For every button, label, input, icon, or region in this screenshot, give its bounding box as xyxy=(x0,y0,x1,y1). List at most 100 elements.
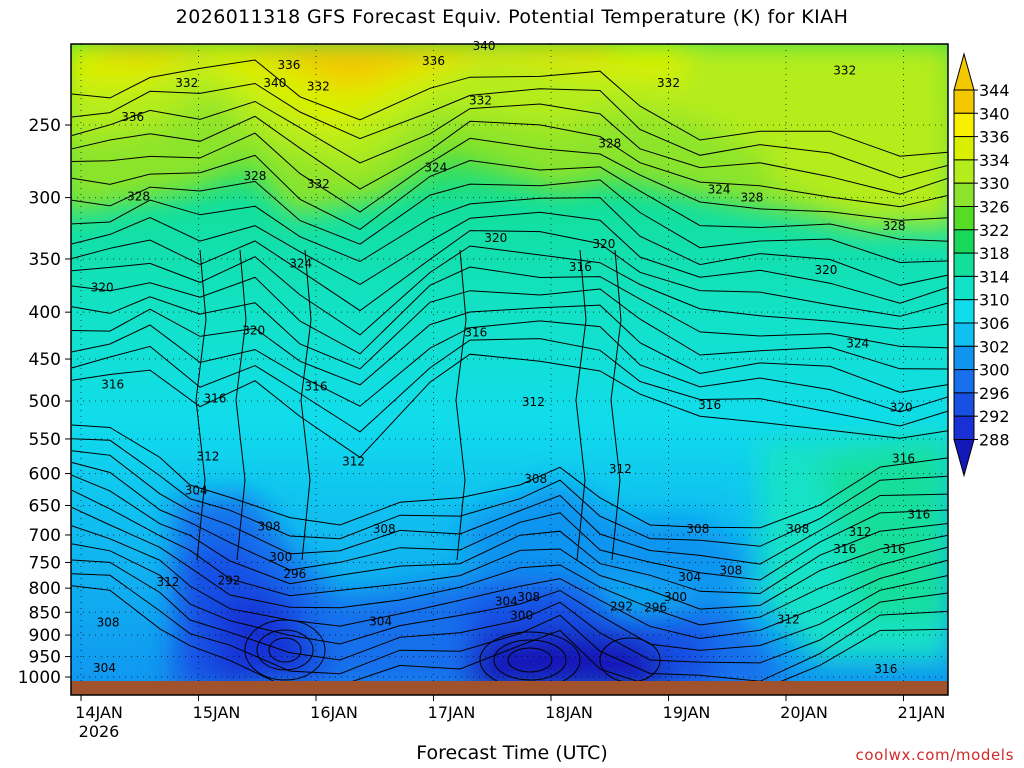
contour-closed-5 xyxy=(507,647,553,673)
y-tick-label: 700 xyxy=(29,526,61,546)
contour-lower-6 xyxy=(71,507,948,626)
contour-lower-7 xyxy=(71,525,948,640)
contour-vertical-3 xyxy=(455,249,467,561)
x-tick-label: 17JAN xyxy=(428,703,476,722)
contour-vertical-4 xyxy=(575,249,587,561)
contour-label: 316 xyxy=(203,392,226,406)
colorbar-swatch xyxy=(953,229,975,254)
contour-label: 324 xyxy=(289,257,312,271)
colorbar-label: 310 xyxy=(979,291,1010,310)
contour-lower-0 xyxy=(71,424,948,529)
colorbar-swatch xyxy=(953,89,975,114)
x-tick-label: 21JAN xyxy=(898,703,946,722)
colorbar-swatch xyxy=(953,159,975,184)
contour-label: 328 xyxy=(127,189,150,203)
colorbar-swatch xyxy=(953,112,975,138)
x-axis: 14JAN 15JAN 16JAN 17JAN 18JAN 19JAN 20JAN 21JAN… xyxy=(75,695,945,741)
y-tick-label: 850 xyxy=(29,603,61,623)
contour-label: 316 xyxy=(833,542,856,556)
contour-label: 308 xyxy=(517,590,540,604)
x-tick-label: 16JAN xyxy=(310,703,358,722)
contour-label: 304 xyxy=(93,661,116,675)
y-tick-label: 650 xyxy=(29,496,61,516)
theta-e-field xyxy=(71,44,948,695)
contour-label: 312 xyxy=(609,462,632,476)
contour-label: 332 xyxy=(833,63,856,77)
contour-upper-3 xyxy=(71,115,948,208)
contour-label: 312 xyxy=(777,612,800,626)
contour-label: 332 xyxy=(175,76,198,90)
contour-label: 324 xyxy=(424,160,447,174)
chart-title: 2026011318 GFS Forecast Equiv. Potential… xyxy=(175,6,849,28)
contour-label: 316 xyxy=(464,326,487,340)
contour-label: 312 xyxy=(342,454,365,468)
credit-link[interactable]: coolwx.com/models xyxy=(855,746,1014,764)
contour-label: 308 xyxy=(373,522,396,536)
contour-lower-5 xyxy=(71,489,948,610)
colorbar-label: 326 xyxy=(979,198,1010,217)
contour-label: 332 xyxy=(469,93,492,107)
y-axis: 250 300 350 400 450 500 550 600 650 700 750 800 850 9… xyxy=(18,116,71,688)
colorbar: 344 340 336 334 330 326 322 318 314 310 306 302 300 2… xyxy=(953,52,1010,478)
contour-closed-1 xyxy=(256,629,314,671)
contour-label: 308 xyxy=(786,522,809,536)
contour-lower-8 xyxy=(71,543,948,651)
contour-label: 300 xyxy=(269,550,292,564)
contour-upper-15 xyxy=(71,338,948,433)
contour-label: 336 xyxy=(278,58,301,72)
contour-upper-0 xyxy=(71,59,948,157)
contour-label: 308 xyxy=(686,522,709,536)
contour-label: 304 xyxy=(495,594,518,608)
contour-label: 292 xyxy=(218,574,241,588)
contour-vertical-5 xyxy=(610,249,622,561)
colorbar-swatch xyxy=(953,415,975,441)
contour-label: 324 xyxy=(708,183,731,197)
contour-closed-4 xyxy=(493,639,567,681)
contour-label: 304 xyxy=(678,570,701,584)
x-tick-label: 20JAN xyxy=(780,703,828,722)
colorbar-label: 318 xyxy=(979,244,1010,263)
contour-label: 336 xyxy=(121,110,144,124)
contour-label: 332 xyxy=(657,76,680,90)
contour-label: 320 xyxy=(592,237,615,251)
contour-label: 308 xyxy=(97,615,120,629)
colorbar-label: 314 xyxy=(979,267,1010,286)
colorbar-label: 302 xyxy=(979,337,1010,356)
colorbar-swatch xyxy=(953,345,975,371)
contour-label: 328 xyxy=(598,137,621,151)
colorbar-swatch xyxy=(953,206,975,231)
patch-340 xyxy=(92,44,615,90)
patch-334 xyxy=(71,44,690,135)
contour-label: 312 xyxy=(156,575,179,589)
x-axis-label: Forecast Time (UTC) xyxy=(416,742,608,764)
x-tick-label: 14JAN xyxy=(75,703,123,722)
contour-label: 304 xyxy=(369,615,392,629)
contour-vertical-2 xyxy=(300,249,312,561)
contour-label: 296 xyxy=(283,567,306,581)
contour-upper-16 xyxy=(71,353,948,458)
contour-label: 316 xyxy=(305,379,328,393)
contour-label: 312 xyxy=(522,395,545,409)
contour-lower-2 xyxy=(71,450,948,565)
colorbar-label: 306 xyxy=(979,314,1010,333)
y-tick-label: 800 xyxy=(29,579,61,599)
y-tick-label: 350 xyxy=(29,250,61,270)
contour-labels: 336 332 340 336 332 336 340 332 332 332 328 328 332 3… xyxy=(91,39,931,676)
contour-upper-8 xyxy=(71,211,948,304)
colorbar-swatch xyxy=(953,252,975,277)
colorbar-swatch xyxy=(953,299,975,324)
contour-label: 292 xyxy=(610,600,633,614)
contour-label: 304 xyxy=(185,483,208,497)
contour-label: 332 xyxy=(307,177,330,191)
colorbar-bottom-arrow xyxy=(953,439,975,478)
contour-label: 340 xyxy=(263,76,286,90)
contour-upper-1 xyxy=(71,82,948,179)
y-tick-label: 900 xyxy=(29,626,61,646)
contour-upper-11 xyxy=(71,266,948,355)
contour-label: 296 xyxy=(644,601,667,615)
y-tick-label: 500 xyxy=(29,392,61,412)
colorbar-label: 344 xyxy=(979,81,1010,100)
y-tick-label: 550 xyxy=(29,430,61,450)
contour-lower-1 xyxy=(71,438,948,547)
